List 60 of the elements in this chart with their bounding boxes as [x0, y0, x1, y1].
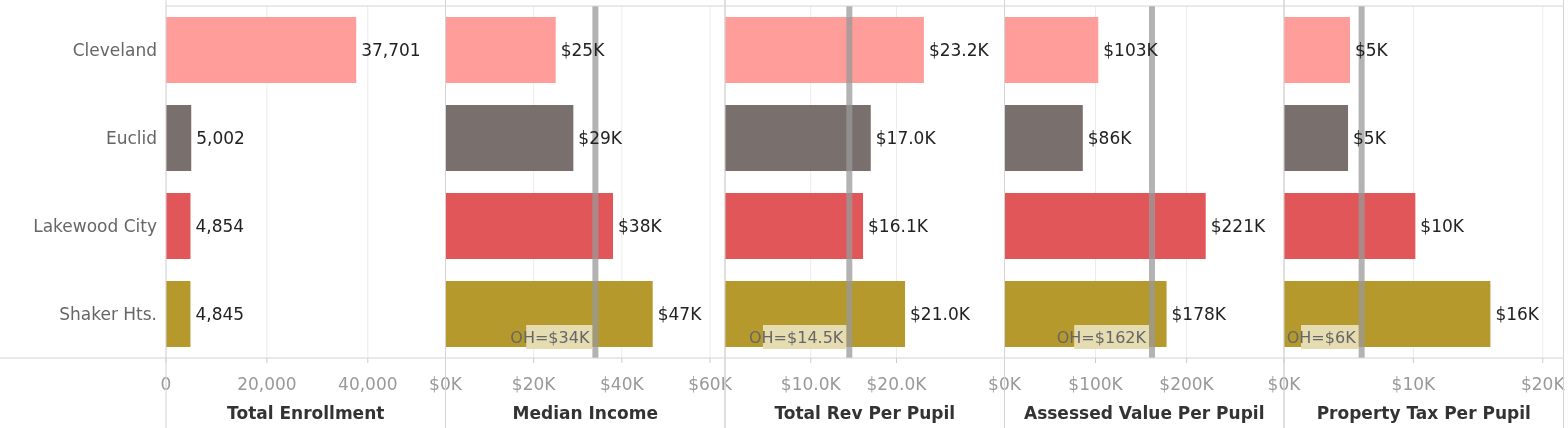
y-tick-label: Cleveland [72, 39, 157, 60]
data-label: $23.2K [928, 39, 990, 60]
bar [1284, 17, 1350, 83]
data-label: 4,854 [195, 215, 245, 236]
data-label: $16K [1495, 303, 1540, 324]
bar [725, 193, 864, 259]
x-axis-title: Assessed Value Per Pupil [1023, 403, 1265, 423]
x-tick-label: $0K [429, 374, 463, 394]
x-tick-label: $10.0K [780, 374, 842, 394]
y-tick-label: Euclid [105, 127, 157, 148]
data-label: $178K [1171, 303, 1227, 324]
bar [445, 17, 556, 83]
bar [1004, 17, 1099, 83]
data-label: $103K [1103, 39, 1159, 60]
y-tick-label: Shaker Hts. [59, 303, 157, 324]
bar [725, 105, 871, 171]
x-tick-label: $200K [1159, 374, 1215, 394]
data-label: $221K [1210, 215, 1266, 236]
x-tick-label: $0K [1267, 374, 1302, 394]
x-tick-label: 40,000 [338, 374, 398, 394]
x-tick-label: $20K [511, 374, 557, 394]
x-tick-label: 0 [160, 374, 172, 394]
data-label: 4,845 [195, 303, 245, 324]
data-label: $38K [618, 215, 663, 236]
x-tick-label: $100K [1068, 374, 1124, 394]
data-label: 37,701 [361, 39, 421, 60]
data-label: $47K [657, 303, 703, 324]
bar [166, 105, 192, 171]
data-label: $17.0K [875, 127, 937, 148]
x-axis-title: Total Enrollment [227, 403, 385, 423]
bar [166, 281, 191, 347]
data-label: $86K [1087, 127, 1133, 148]
x-tick-label: $0K [988, 374, 1022, 394]
bar [166, 17, 357, 83]
x-tick-label: $20K [1520, 374, 1566, 394]
data-label: $5K [1353, 127, 1387, 148]
x-tick-label: $40K [600, 374, 645, 394]
data-label: $29K [578, 127, 623, 148]
bar [445, 105, 574, 171]
x-tick-label: 20,000 [237, 374, 297, 394]
x-tick-label: $10K [1391, 374, 1437, 394]
bar [1284, 105, 1349, 171]
data-label: $25K [560, 39, 606, 60]
x-tick-label: $60K [688, 374, 733, 394]
bar [445, 193, 614, 259]
bar [1004, 193, 1206, 259]
bar [1284, 193, 1416, 259]
x-tick-label: $20.0K [866, 374, 928, 394]
x-axis-title: Property Tax Per Pupil [1316, 403, 1531, 423]
data-label: $5K [1354, 39, 1389, 60]
bar [166, 193, 191, 259]
y-tick-label: Lakewood City [33, 215, 157, 236]
x-axis-title: Median Income [512, 403, 658, 423]
data-label: $16.1K [868, 215, 929, 236]
data-label: 5,002 [196, 127, 245, 148]
data-label: $10K [1420, 215, 1465, 236]
bar [725, 17, 924, 83]
data-label: $21.0K [910, 303, 971, 324]
x-axis-title: Total Rev Per Pupil [774, 403, 956, 423]
bar [1004, 105, 1083, 171]
